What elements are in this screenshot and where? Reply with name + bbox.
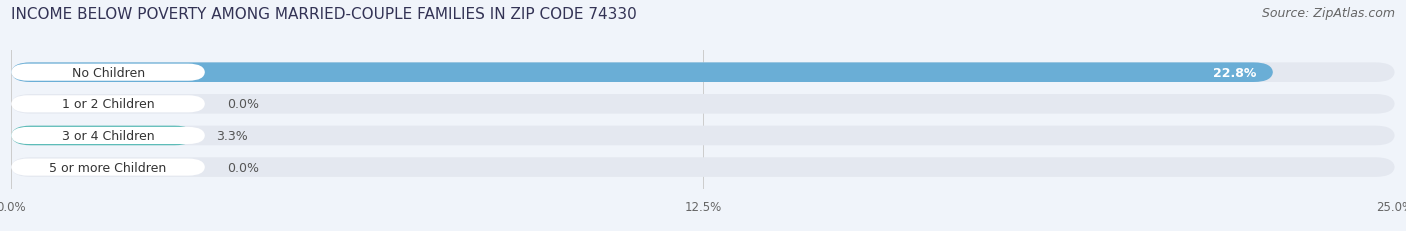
FancyBboxPatch shape — [11, 64, 205, 81]
FancyBboxPatch shape — [11, 158, 1395, 177]
FancyBboxPatch shape — [11, 63, 1272, 83]
Text: 3 or 4 Children: 3 or 4 Children — [62, 129, 155, 142]
Text: No Children: No Children — [72, 66, 145, 79]
Text: 5 or more Children: 5 or more Children — [49, 161, 167, 174]
Text: 0.0%: 0.0% — [228, 161, 259, 174]
FancyBboxPatch shape — [11, 159, 205, 176]
Text: 3.3%: 3.3% — [217, 129, 247, 142]
Text: 1 or 2 Children: 1 or 2 Children — [62, 98, 155, 111]
FancyBboxPatch shape — [11, 63, 1395, 83]
Text: 0.0%: 0.0% — [228, 98, 259, 111]
FancyBboxPatch shape — [11, 127, 205, 144]
FancyBboxPatch shape — [11, 95, 1395, 114]
Text: Source: ZipAtlas.com: Source: ZipAtlas.com — [1261, 7, 1395, 20]
FancyBboxPatch shape — [11, 96, 205, 113]
FancyBboxPatch shape — [11, 126, 194, 146]
Text: 22.8%: 22.8% — [1213, 66, 1257, 79]
Text: INCOME BELOW POVERTY AMONG MARRIED-COUPLE FAMILIES IN ZIP CODE 74330: INCOME BELOW POVERTY AMONG MARRIED-COUPL… — [11, 7, 637, 22]
FancyBboxPatch shape — [11, 126, 1395, 146]
